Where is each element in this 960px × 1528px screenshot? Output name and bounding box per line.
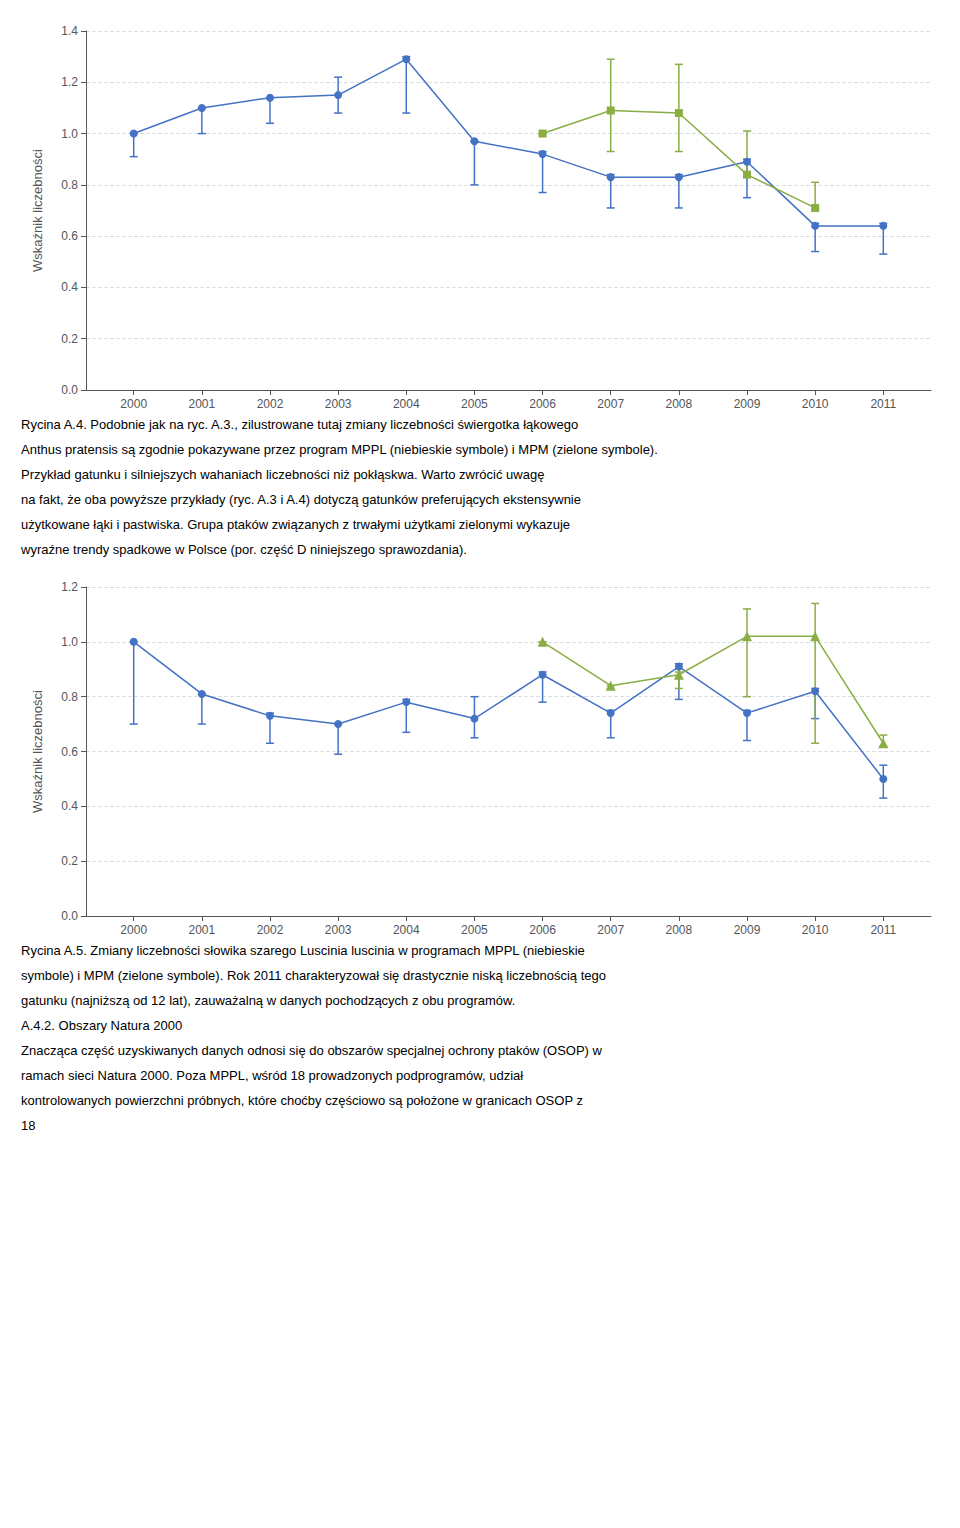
- svg-text:2001: 2001: [188, 397, 215, 411]
- svg-text:0.6: 0.6: [61, 229, 78, 243]
- svg-text:2000: 2000: [120, 923, 147, 937]
- svg-text:Przykład gatunku i silniejszyc: Przykład gatunku i silniejszych wahaniac…: [21, 467, 544, 482]
- svg-text:na fakt, że oba powyższe przyk: na fakt, że oba powyższe przykłady (ryc.…: [21, 492, 581, 507]
- svg-text:2004: 2004: [393, 397, 420, 411]
- svg-text:Rycina A.5. Zmiany liczebności: Rycina A.5. Zmiany liczebności słowika s…: [21, 943, 585, 958]
- svg-text:1.4: 1.4: [61, 24, 78, 38]
- svg-text:1.0: 1.0: [61, 127, 78, 141]
- svg-text:gatunku (najniższą od 12 lat),: gatunku (najniższą od 12 lat), zauważaln…: [21, 993, 515, 1008]
- svg-text:18: 18: [21, 1118, 35, 1133]
- svg-text:1.2: 1.2: [61, 580, 78, 594]
- svg-text:użytkowane łąki i pastwiska. G: użytkowane łąki i pastwiska. Grupa ptakó…: [21, 517, 570, 532]
- svg-text:Znacząca część uzyskiwanych da: Znacząca część uzyskiwanych danych odnos…: [21, 1043, 603, 1058]
- svg-text:wyraźne trendy spadkowe w Pols: wyraźne trendy spadkowe w Polsce (por. c…: [20, 542, 467, 557]
- svg-text:2002: 2002: [257, 397, 284, 411]
- svg-text:symbole) i MPM (zielone symbol: symbole) i MPM (zielone symbole). Rok 20…: [21, 968, 606, 983]
- svg-text:2009: 2009: [734, 923, 761, 937]
- svg-text:2000: 2000: [120, 397, 147, 411]
- svg-text:2003: 2003: [325, 397, 352, 411]
- svg-text:A.4.2. Obszary Natura 2000: A.4.2. Obszary Natura 2000: [21, 1018, 182, 1033]
- svg-text:1.0: 1.0: [61, 635, 78, 649]
- svg-text:2005: 2005: [461, 397, 488, 411]
- svg-text:ramach sieci Natura 2000. Poza: ramach sieci Natura 2000. Poza MPPL, wśr…: [21, 1068, 523, 1083]
- svg-text:0.4: 0.4: [61, 799, 78, 813]
- svg-text:2011: 2011: [870, 397, 896, 411]
- svg-text:2010: 2010: [802, 397, 829, 411]
- svg-text:Wskaźnik liczebności: Wskaźnik liczebności: [30, 149, 45, 272]
- svg-text:0.2: 0.2: [61, 332, 78, 346]
- svg-text:0.8: 0.8: [61, 690, 78, 704]
- svg-text:Wskaźnik liczebności: Wskaźnik liczebności: [30, 690, 45, 813]
- svg-text:2001: 2001: [188, 923, 215, 937]
- svg-text:2004: 2004: [393, 923, 420, 937]
- svg-text:0.6: 0.6: [61, 745, 78, 759]
- svg-text:2007: 2007: [597, 923, 624, 937]
- svg-text:2010: 2010: [802, 923, 829, 937]
- svg-text:Anthus pratensis są zgodnie po: Anthus pratensis są zgodnie pokazywane p…: [21, 442, 658, 457]
- svg-text:0.4: 0.4: [61, 280, 78, 294]
- svg-text:Rycina A.4. Podobnie jak na ry: Rycina A.4. Podobnie jak na ryc. A.3., z…: [21, 417, 578, 432]
- svg-text:2007: 2007: [597, 397, 624, 411]
- svg-text:2003: 2003: [325, 923, 352, 937]
- svg-text:2006: 2006: [529, 923, 556, 937]
- svg-text:0.8: 0.8: [61, 178, 78, 192]
- svg-text:1.2: 1.2: [61, 75, 78, 89]
- svg-text:2009: 2009: [734, 397, 761, 411]
- svg-text:2008: 2008: [666, 397, 693, 411]
- svg-text:2002: 2002: [257, 923, 284, 937]
- svg-text:0.0: 0.0: [61, 383, 78, 397]
- svg-text:kontrolowanych powierzchni pró: kontrolowanych powierzchni próbnych, któ…: [21, 1093, 583, 1108]
- svg-text:2006: 2006: [529, 397, 556, 411]
- svg-text:2011: 2011: [870, 923, 896, 937]
- svg-text:2008: 2008: [666, 923, 693, 937]
- svg-text:0.0: 0.0: [61, 909, 78, 923]
- svg-text:0.2: 0.2: [61, 854, 78, 868]
- svg-text:2005: 2005: [461, 923, 488, 937]
